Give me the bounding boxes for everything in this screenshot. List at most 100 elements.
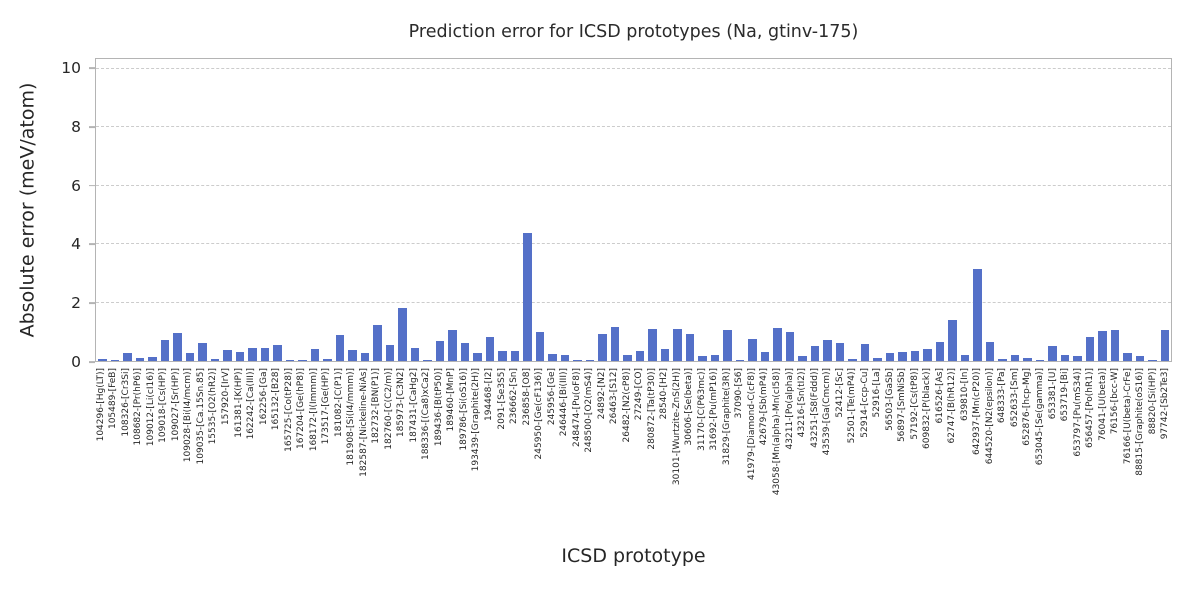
y-tick-label: 6: [71, 176, 81, 195]
gridline-y6: [96, 184, 1171, 186]
x-tick-label: 162242-[Ca(III)]: [246, 368, 257, 440]
x-tick-label: 656457-[Po(hR1)]: [1085, 368, 1096, 448]
bar: [248, 347, 257, 361]
bar: [498, 351, 507, 361]
x-tick-label: 245956-[Ge]: [546, 368, 557, 426]
bar-slot: [359, 59, 372, 361]
bar-slot: [309, 59, 322, 361]
bar: [423, 359, 432, 361]
bar: [148, 356, 157, 361]
bar-slot: [109, 59, 122, 361]
bar-slot: [684, 59, 697, 361]
y-tick-mark: [89, 184, 95, 187]
bar: [548, 354, 557, 361]
bar-slot: [596, 59, 609, 361]
bar-slot: [759, 59, 772, 361]
bar-slot: [471, 59, 484, 361]
y-tick-mark: [89, 243, 95, 246]
bar: [623, 354, 632, 361]
bar: [410, 347, 419, 361]
bar-slot: [196, 59, 209, 361]
bar-slot: [296, 59, 309, 361]
bar: [198, 342, 207, 361]
bar: [385, 344, 394, 361]
bar: [1135, 356, 1144, 361]
bar-slot: [771, 59, 784, 361]
bar: [573, 360, 582, 361]
x-tick-label: 185973-[C3N2]: [396, 368, 407, 438]
bar: [873, 358, 882, 361]
x-tick-label: 28540-[H2]: [659, 368, 670, 420]
bar: [310, 349, 319, 361]
bar: [735, 360, 744, 361]
bar-slot: [384, 59, 397, 361]
x-tick-label: 248500-[O2(mS4)]: [584, 368, 595, 453]
bar-slot: [284, 59, 297, 361]
bar: [1110, 330, 1119, 361]
bar-slot: [346, 59, 359, 361]
y-tick-mark: [89, 302, 95, 305]
bar-slot: [846, 59, 859, 361]
y-tick-mark: [89, 67, 95, 69]
bar: [973, 269, 982, 361]
bar-slot: [646, 59, 659, 361]
bar-slot: [1084, 59, 1097, 361]
x-tick-label: 52412-[Sc]: [834, 368, 845, 418]
x-tick-label: 189786-[Si(oS16)]: [458, 368, 469, 451]
bar: [1060, 354, 1069, 361]
x-tick-label: 43539-[Ga(Cmcm)]: [822, 368, 833, 456]
bar-slot: [259, 59, 272, 361]
bar: [898, 351, 907, 361]
bar-slot: [1134, 59, 1147, 361]
x-tick-label: 56503-[GaSb]: [884, 368, 895, 431]
x-tick-label: 76156-[bcc-W]: [1110, 368, 1121, 435]
bar: [773, 328, 782, 361]
bar-slot: [1071, 59, 1084, 361]
gridline-y4: [96, 243, 1171, 245]
bar-slot: [1146, 59, 1159, 361]
x-tick-label: 165132-[B28]: [271, 368, 282, 431]
x-tick-label: 52914-[ccp-Cu]: [859, 368, 870, 438]
bar-slot: [521, 59, 534, 361]
x-tick-label: 652633-[Sm]: [1009, 368, 1020, 428]
bar-slot: [946, 59, 959, 361]
x-tick-label: 248474-[Pu(oF8)]: [571, 368, 582, 448]
x-tick-label: 653797-[Pu(mS34)]: [1072, 368, 1083, 457]
x-tick-label: 43216-[Sn(tI2)]: [797, 368, 808, 438]
y-tick-mark: [89, 361, 95, 363]
chart-title: Prediction error for ICSD prototypes (Na…: [408, 22, 859, 42]
bar-slot: [246, 59, 259, 361]
bar-slot: [1009, 59, 1022, 361]
x-tick-label: 653381-[U]: [1047, 368, 1058, 420]
bar-slot: [1034, 59, 1047, 361]
x-tick-label: 109035-[Ca.15Sn.85]: [195, 368, 206, 465]
bar: [1123, 353, 1132, 361]
bar-slot: [584, 59, 597, 361]
bar-slot: [796, 59, 809, 361]
x-tick-label: 182587-[Nickeline-NiAs]: [358, 368, 369, 477]
y-axis-ticks: 0 2 4 6 8 10: [0, 58, 95, 371]
bar-slot: [546, 59, 559, 361]
bar-slot: [1096, 59, 1109, 361]
bar: [460, 343, 469, 361]
bar: [985, 342, 994, 361]
bar: [98, 358, 107, 361]
bar-slot: [271, 59, 284, 361]
bar-slot: [896, 59, 909, 361]
x-tick-label: 173517-[Ge(HP)]: [321, 368, 332, 445]
x-tick-label: 648333-[Pa]: [997, 368, 1008, 424]
bar: [1160, 330, 1169, 361]
bar-slot: [621, 59, 634, 361]
bar-slot: [909, 59, 922, 361]
bar-slot: [709, 59, 722, 361]
bar-slot: [146, 59, 159, 361]
bar: [598, 334, 607, 361]
x-tick-label: 31692-[Pu(mP16)]: [709, 368, 720, 451]
bar: [435, 340, 444, 361]
bar: [1048, 345, 1057, 361]
x-tick-label: 644520-[N2(epsilon)]: [984, 368, 995, 465]
x-tick-label: 104296-[Hg(LT)]: [95, 368, 106, 442]
gridline-y10: [96, 67, 1171, 69]
x-tick-label: 189436-[B(tP50)]: [433, 368, 444, 447]
bar: [660, 349, 669, 361]
